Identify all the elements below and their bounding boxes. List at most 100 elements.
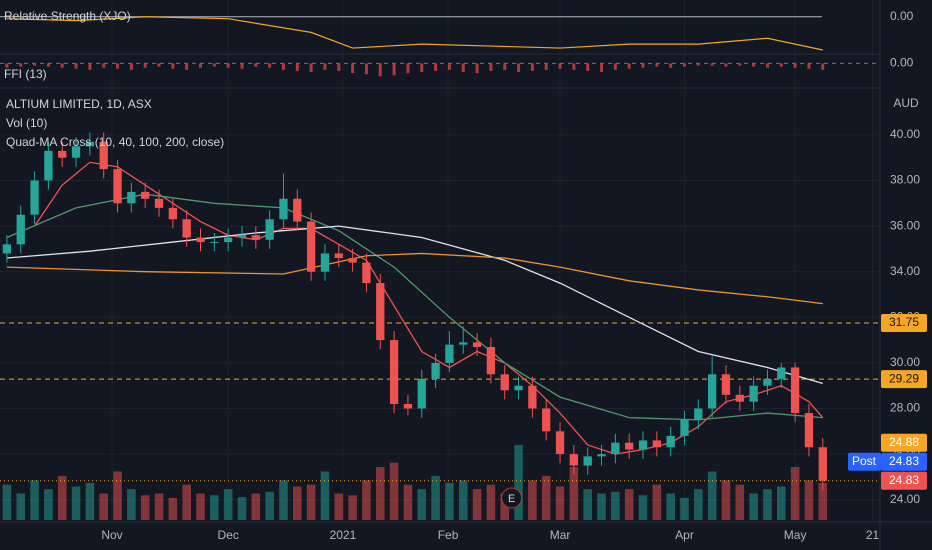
ffi-bar <box>281 63 285 70</box>
ma-line <box>6 252 823 305</box>
candle-body <box>30 180 39 215</box>
ffi-bar <box>669 63 673 68</box>
candle-body <box>237 235 247 238</box>
ffi-bar <box>503 63 507 70</box>
ffi-bar <box>60 63 64 68</box>
ffi-bar <box>420 63 424 73</box>
ffi-bar <box>765 63 769 68</box>
ma-line <box>6 193 823 421</box>
x-tick-label: 2021 <box>330 528 357 542</box>
candle-body <box>694 408 703 420</box>
volume-bar <box>293 486 302 520</box>
ffi-bar <box>240 63 244 69</box>
ffi-bar <box>268 63 272 68</box>
price-tag-name <box>848 452 881 471</box>
ffi-bar <box>793 63 797 68</box>
volume-bar <box>403 484 413 520</box>
ffi-bar <box>655 63 659 67</box>
y-tick-label: 36.00 <box>890 218 920 232</box>
ffi-bar <box>143 63 147 68</box>
candle-body <box>583 456 592 466</box>
volume-bar <box>44 489 53 520</box>
volume-bar <box>472 489 482 520</box>
candle-body <box>154 198 164 208</box>
y-tick-label: 38.00 <box>890 173 920 187</box>
ffi-bar <box>392 63 396 76</box>
candle-body <box>569 454 579 466</box>
volume-bar <box>113 471 122 520</box>
candle-body <box>320 253 330 272</box>
ffi-bar <box>351 63 355 74</box>
volume-bar <box>818 482 828 520</box>
ffi-bar <box>558 63 562 69</box>
candle-body <box>680 419 689 436</box>
candle-body <box>763 378 772 386</box>
volume-bar <box>804 480 814 520</box>
volume-bar <box>652 484 662 520</box>
x-tick-label: Mar <box>550 528 571 542</box>
ffi-bar <box>821 63 825 70</box>
candle-body <box>334 253 343 259</box>
candle-body <box>127 191 136 204</box>
candle-body <box>542 408 551 432</box>
volume-bar <box>334 493 344 520</box>
candle-body <box>514 385 523 391</box>
ffi-bar <box>682 63 686 67</box>
candle-body <box>445 344 454 363</box>
level-label: 29.29 <box>889 371 919 385</box>
volume-bar <box>85 482 95 520</box>
volume-bar <box>127 489 136 520</box>
ffi-bar <box>447 63 451 70</box>
ffi-bar <box>544 63 548 70</box>
rs-tick-label: 0.00 <box>890 9 914 23</box>
earnings-label: E <box>508 493 515 505</box>
ffi-bar <box>254 63 258 67</box>
price-label: 24.83 <box>889 473 919 487</box>
ffi-bar <box>724 63 728 67</box>
ffi-bar <box>600 63 604 73</box>
volume-bar <box>362 480 371 520</box>
ffi-bar <box>129 63 133 70</box>
candle-body <box>389 340 399 404</box>
ffi-bar <box>309 63 313 73</box>
candle-body <box>348 258 357 263</box>
volume-bar <box>2 484 12 520</box>
candle-body <box>611 442 620 455</box>
ffi-bar <box>323 63 327 70</box>
ffi-bar <box>627 63 631 69</box>
price-tag <box>881 452 927 471</box>
volume-bar <box>514 445 523 520</box>
volume-bar <box>680 497 689 520</box>
ffi-bar <box>696 63 700 66</box>
ffi-bar <box>185 63 189 70</box>
candle-body <box>500 374 509 391</box>
candle-body <box>210 242 219 244</box>
volume-bar <box>71 486 81 520</box>
ffi-bar <box>406 63 410 74</box>
x-tick-label: Dec <box>217 528 238 542</box>
ffi-bar <box>5 63 9 68</box>
candle-body <box>459 342 468 345</box>
volume-bar <box>375 467 385 520</box>
candle-body <box>403 403 413 409</box>
candle-body <box>721 374 731 395</box>
candle-body <box>16 214 25 245</box>
ffi-bar <box>157 63 161 67</box>
ffi-bar <box>641 63 645 68</box>
price-label: 24.88 <box>889 435 919 449</box>
ffi-bar <box>212 63 216 67</box>
candle-body <box>306 221 316 272</box>
candle-body <box>486 346 496 375</box>
candle-body <box>652 440 661 448</box>
volume-bar <box>348 495 357 520</box>
candle-body <box>2 244 12 254</box>
candle-body <box>528 385 537 409</box>
earnings-marker <box>501 487 523 509</box>
candle-body <box>85 141 95 147</box>
x-tick-label: Apr <box>675 528 694 542</box>
overlay: Relative Strength (XJO) FFI (13) ALTIUM … <box>4 9 927 542</box>
volume-bar <box>57 475 67 520</box>
volume-bar <box>251 493 261 520</box>
